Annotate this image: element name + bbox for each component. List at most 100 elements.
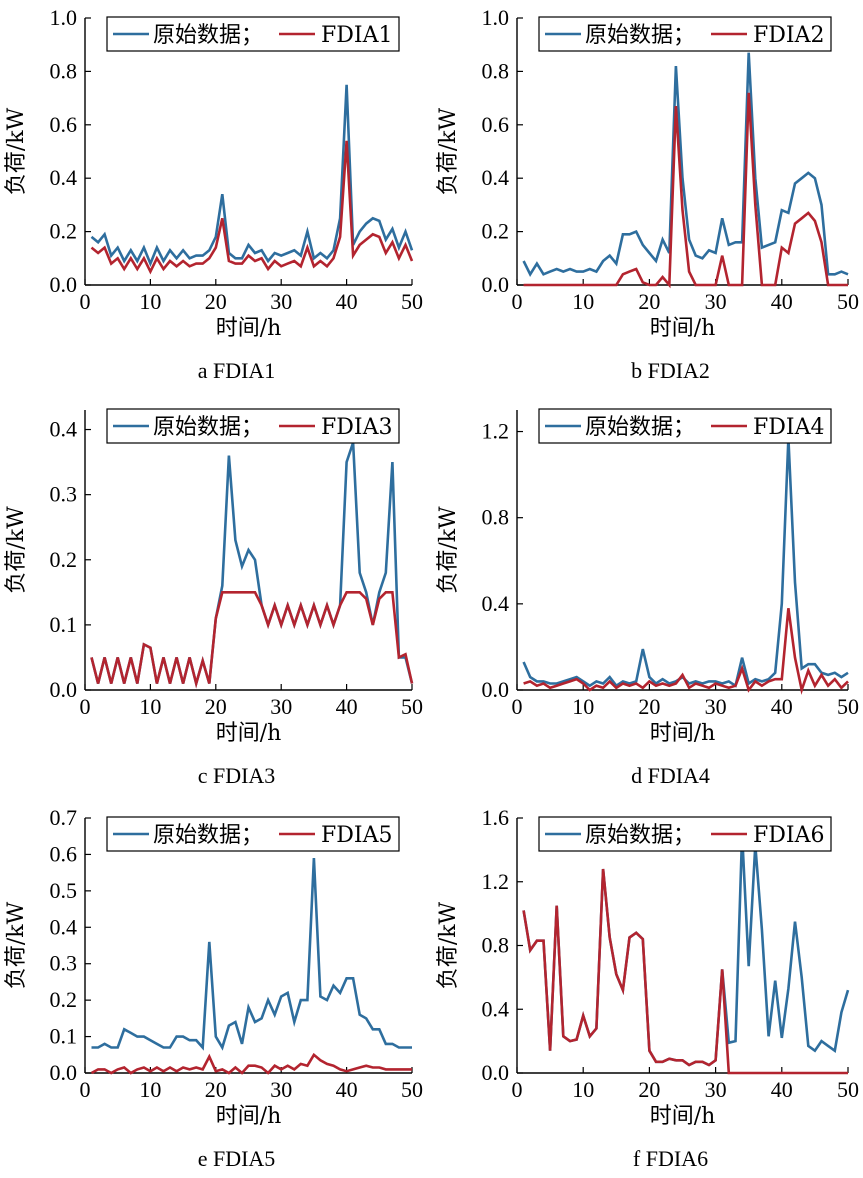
legend-box [106, 816, 400, 852]
x-tick-label: 50 [401, 289, 423, 314]
x-tick-label: 20 [205, 289, 227, 314]
legend-label-attack: FDIA3 [321, 415, 392, 440]
y-tick-label: 0.6 [50, 112, 78, 137]
series-line-original [522, 437, 849, 688]
legend-label-attack: FDIA4 [753, 415, 824, 440]
x-tick-label: 10 [572, 694, 594, 719]
chart-panel-4: 0 10 20 30 40 50 0.0 0.4 0.8 1.2 原始数据； FDIA4 时间/h 负荷/… [436, 408, 859, 788]
y-tick-label: 0.3 [50, 951, 78, 976]
chart-panel-3: 0 10 20 30 40 50 0.0 0.1 0.2 0.3 0.4 原始数据； FDIA3 时间/h… [4, 408, 423, 788]
legend-box [106, 16, 400, 52]
chart-panel-2: 0 10 20 30 40 50 0.0 0.2 0.4 0.6 0.8 1.0 原始数据； FDIA2 时… [436, 5, 859, 383]
x-tick-label: 30 [270, 1077, 292, 1102]
series-line-original [90, 442, 414, 689]
y-tick-label: 0.0 [482, 1060, 510, 1085]
series-line-attack [522, 868, 848, 1075]
x-tick-label: 0 [80, 1077, 91, 1102]
series-line-attack [523, 92, 848, 289]
x-axis-label: 时间/h [216, 316, 282, 341]
y-tick-label: 0.4 [50, 914, 78, 939]
x-axis-label: 时间/h [216, 1104, 282, 1129]
y-axis-label: 负荷/kW [4, 107, 29, 195]
legend-label-original: 原始数据； [585, 415, 695, 440]
y-tick-label: 0.4 [50, 417, 78, 442]
y-tick-label: 0.5 [50, 878, 78, 903]
y-tick-label: 0.8 [482, 505, 510, 530]
y-tick-label: 1.0 [50, 5, 78, 30]
y-tick-label: 0.4 [50, 165, 78, 190]
x-axis-label: 时间/h [216, 721, 282, 746]
x-tick-label: 10 [139, 289, 161, 314]
y-tick-label: 0.7 [50, 805, 78, 830]
y-axis-label: 负荷/kW [4, 901, 29, 989]
legend: 原始数据； FDIA1 [106, 16, 400, 52]
y-tick-label: 0.4 [482, 591, 510, 616]
x-tick-label: 50 [837, 694, 859, 719]
x-tick-label: 0 [80, 289, 91, 314]
series-line-original [522, 833, 850, 1067]
x-tick-label: 50 [837, 289, 859, 314]
panel-caption: f FDIA6 [633, 1146, 708, 1171]
legend: 原始数据； FDIA5 [106, 816, 400, 852]
chart-panel-6: 0 10 20 30 40 50 0.0 0.4 0.8 1.2 1.6 原始数据； FDIA6 时间/h… [436, 805, 859, 1171]
y-tick-label: 1.0 [482, 5, 510, 30]
x-tick-label: 50 [837, 1077, 859, 1102]
x-tick-label: 10 [572, 1077, 594, 1102]
x-tick-label: 30 [270, 694, 292, 719]
y-tick-label: 0.4 [482, 165, 510, 190]
y-tick-label: 0.1 [50, 612, 78, 637]
series-line-attack [90, 590, 414, 689]
legend-label-attack: FDIA1 [321, 23, 392, 48]
x-tick-label: 20 [638, 289, 660, 314]
legend-label-original: 原始数据； [153, 823, 263, 848]
y-tick-label: 0.3 [50, 482, 78, 507]
x-tick-label: 40 [336, 1077, 358, 1102]
x-tick-label: 40 [336, 289, 358, 314]
y-tick-label: 0.0 [50, 1060, 78, 1085]
series-line-original [90, 84, 414, 268]
y-axis-label: 负荷/kW [436, 506, 461, 594]
series-line-original [522, 52, 849, 277]
panel-caption: b FDIA2 [631, 358, 710, 383]
y-tick-label: 0.2 [50, 547, 78, 572]
y-tick-label: 0.8 [482, 933, 510, 958]
legend-label-original: 原始数据； [153, 23, 263, 48]
y-axis-label: 负荷/kW [436, 107, 461, 195]
x-tick-label: 0 [512, 694, 523, 719]
x-tick-label: 50 [401, 1077, 423, 1102]
y-tick-label: 0.2 [482, 219, 510, 244]
x-tick-label: 20 [638, 1077, 660, 1102]
legend-label-original: 原始数据； [153, 415, 263, 440]
x-tick-label: 20 [205, 694, 227, 719]
y-tick-label: 0.2 [50, 987, 78, 1012]
y-tick-label: 0.6 [482, 112, 510, 137]
x-tick-label: 0 [80, 694, 91, 719]
series-line-attack [523, 608, 849, 695]
y-tick-label: 0.0 [482, 272, 510, 297]
panel-caption: c FDIA3 [198, 763, 276, 788]
panel-caption: a FDIA1 [198, 358, 276, 383]
x-tick-label: 30 [705, 289, 727, 314]
y-tick-label: 1.2 [482, 869, 510, 894]
x-tick-label: 30 [270, 289, 292, 314]
panel-caption: d FDIA4 [631, 763, 710, 788]
x-axis-label: 时间/h [650, 316, 716, 341]
x-tick-label: 40 [771, 694, 793, 719]
x-tick-label: 40 [771, 289, 793, 314]
series-line-attack [90, 140, 414, 275]
x-tick-label: 50 [401, 694, 423, 719]
x-tick-label: 30 [705, 1077, 727, 1102]
legend: 原始数据； FDIA4 [538, 408, 832, 444]
y-tick-label: 0.0 [482, 677, 510, 702]
y-axis-label: 负荷/kW [436, 901, 461, 989]
series-line-attack [90, 1052, 412, 1075]
x-tick-label: 0 [512, 289, 523, 314]
y-axis-label: 负荷/kW [4, 506, 29, 594]
y-tick-label: 0.8 [50, 58, 78, 83]
x-axis-label: 时间/h [650, 721, 716, 746]
x-axis-label: 时间/h [650, 1104, 716, 1129]
panel-caption: e FDIA5 [198, 1146, 276, 1171]
y-tick-label: 1.6 [482, 805, 510, 830]
x-tick-label: 10 [139, 694, 161, 719]
